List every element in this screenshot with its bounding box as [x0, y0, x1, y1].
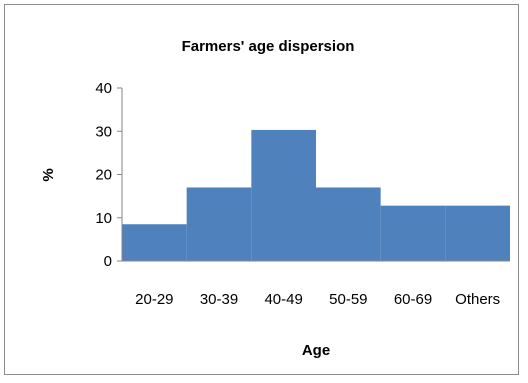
bar-60-69: [380, 205, 446, 261]
y-axis-label: %: [40, 168, 57, 181]
y-axis-ticks: 0 10 20 30 40: [95, 80, 122, 270]
y-tick-label: 40: [95, 80, 112, 97]
x-tick-label: 60-69: [394, 291, 432, 308]
bar-20-29: [122, 224, 187, 261]
x-tick-label: Others: [455, 291, 500, 308]
x-tick-label: 40-49: [264, 291, 302, 308]
bars-group: [122, 129, 510, 261]
y-tick-label: 10: [95, 210, 112, 227]
x-axis-label: Age: [302, 342, 330, 359]
x-axis-ticks: 20-29 30-39 40-49 50-59 60-69 Others: [135, 291, 500, 308]
y-tick-label: 0: [104, 253, 112, 270]
y-tick-label: 30: [95, 123, 112, 140]
bar-others: [445, 205, 510, 261]
y-tick-label: 20: [95, 167, 112, 184]
x-tick-label: 50-59: [329, 291, 367, 308]
x-tick-label: 30-39: [200, 291, 238, 308]
bar-30-39: [186, 187, 252, 261]
chart-title: Farmers' age dispersion: [182, 38, 355, 55]
bar-50-59: [316, 187, 381, 261]
bar-40-49: [251, 129, 316, 261]
x-tick-label: 20-29: [135, 291, 173, 308]
